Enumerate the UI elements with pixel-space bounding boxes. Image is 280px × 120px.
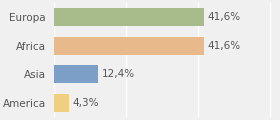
Bar xyxy=(53,8,204,26)
Text: 4,3%: 4,3% xyxy=(73,98,99,108)
Text: 41,6%: 41,6% xyxy=(207,12,240,22)
Bar xyxy=(53,66,98,83)
Bar xyxy=(53,94,69,112)
Text: 41,6%: 41,6% xyxy=(207,41,240,51)
Text: 12,4%: 12,4% xyxy=(102,69,135,79)
Bar xyxy=(53,37,204,54)
